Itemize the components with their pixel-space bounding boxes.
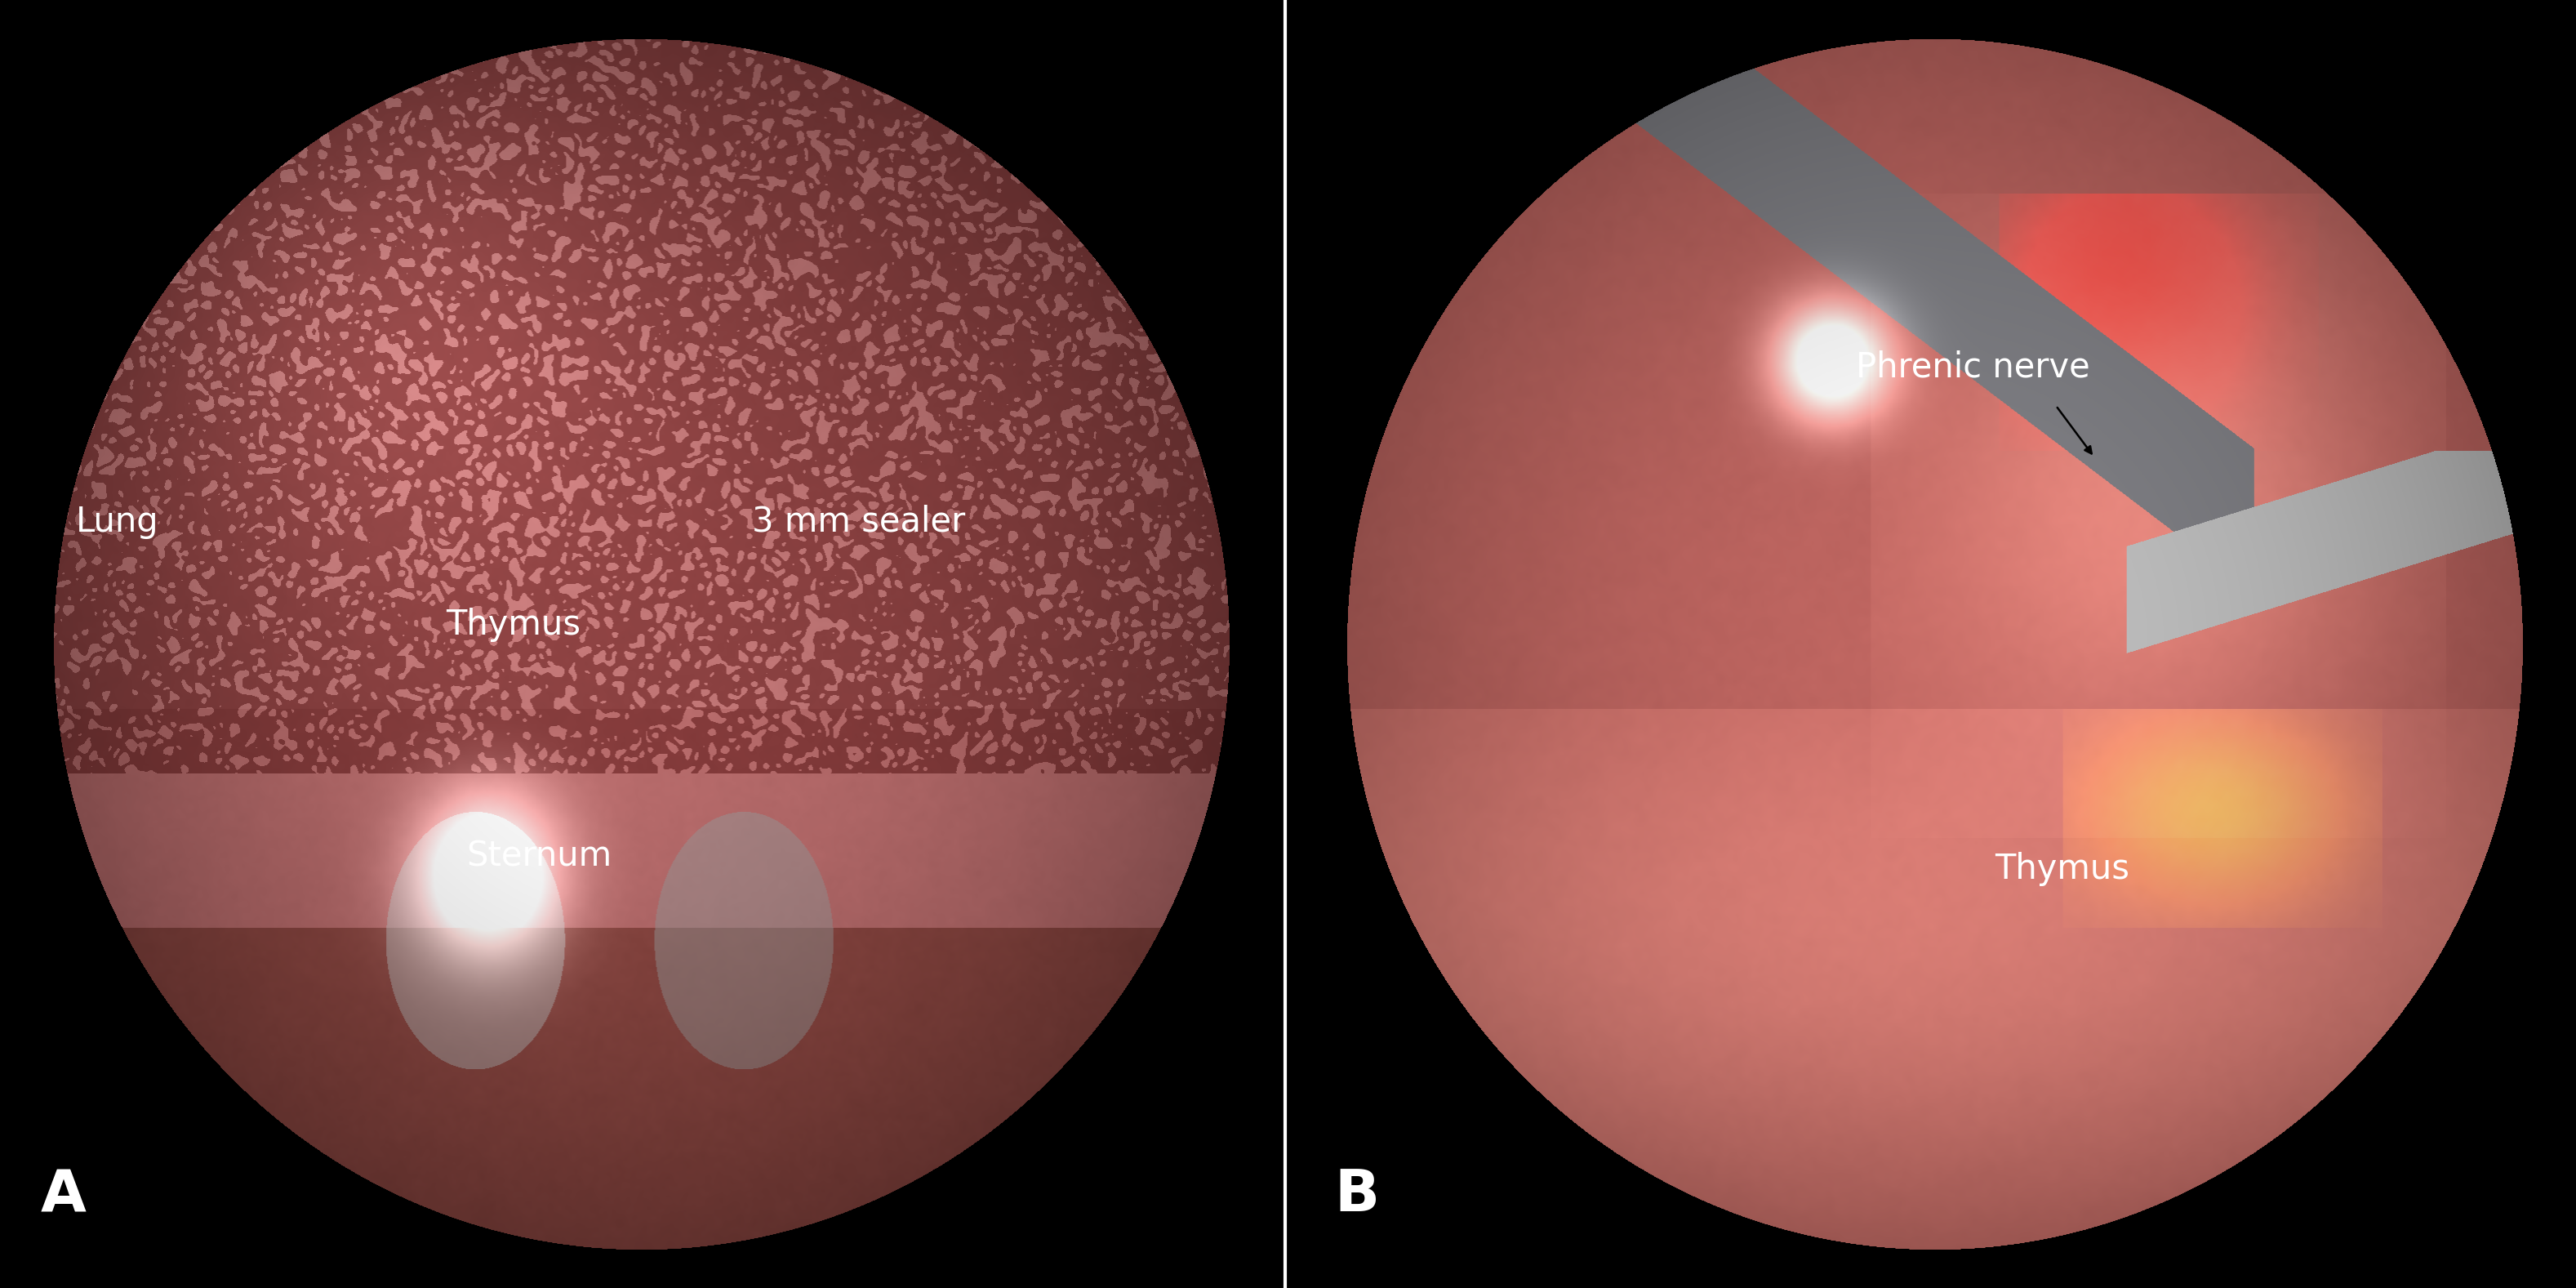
Text: A: A (41, 1167, 88, 1224)
Text: Lung: Lung (77, 505, 160, 538)
Text: 3 mm sealer: 3 mm sealer (752, 505, 966, 538)
Text: B: B (1334, 1167, 1378, 1224)
Text: Phrenic nerve: Phrenic nerve (1855, 350, 2089, 384)
Text: Sternum: Sternum (466, 840, 613, 873)
Text: Thymus: Thymus (1994, 853, 2130, 886)
Text: Thymus: Thymus (446, 608, 582, 641)
